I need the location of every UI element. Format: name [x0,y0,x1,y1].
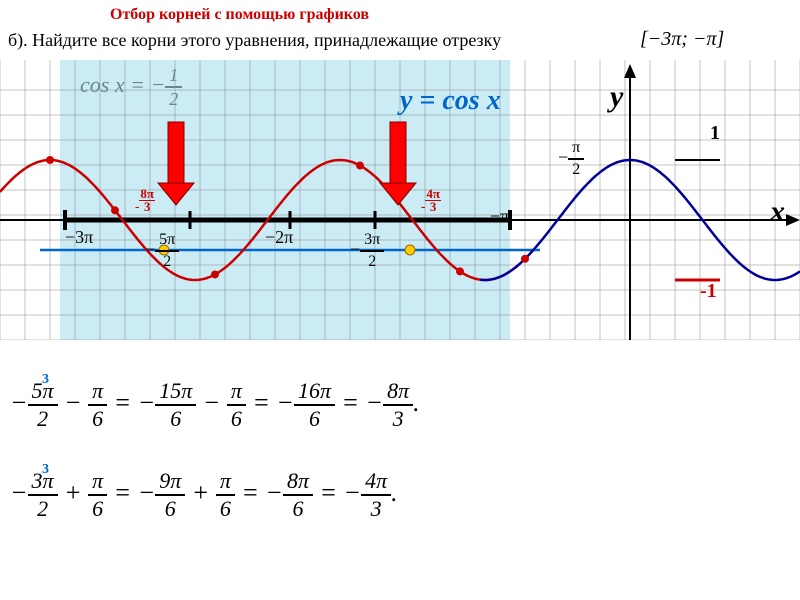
interval-text: [−3π; −π] [640,28,724,51]
tick-pi: −π [490,206,509,227]
tick-2pi: −2π [265,227,293,248]
y-axis-label: y [610,80,623,114]
root-label-1: -8π3 [135,188,155,215]
root-label-2: -4π3 [421,188,441,215]
equation-2: 3 −3π2 + π6 = −9π6 + π6 = −8π6 = −4π3. [10,470,790,520]
tick-3pi2: −3π2 [350,232,384,270]
tick-5pi2: −5π2 [145,232,179,270]
x-axis-label: x [770,195,785,229]
neg-one-label: -1 [700,280,717,303]
one-label: 1 [710,122,720,145]
curve-label: y = cos x [400,85,501,117]
equation-1: 3 −5π2 − π6 = −15π6 − π6 = −16π6 = −8π3. [10,380,790,430]
page-title: Отбор корней с помощью графиков [110,6,369,24]
tick-pi2: −π2 [558,140,584,178]
subtitle: б). Найдите все корни этого уравнения, п… [8,30,501,51]
tick-3pi: −3π [65,227,93,248]
